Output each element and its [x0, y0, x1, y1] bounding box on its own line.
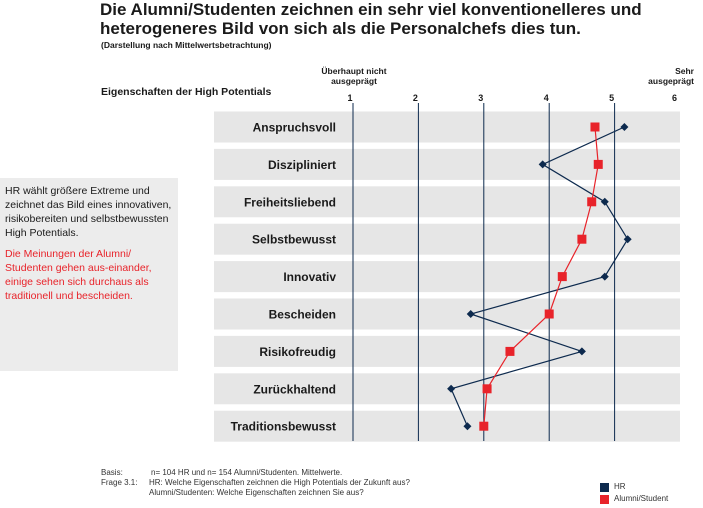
data-point-alumni	[505, 346, 515, 356]
category-label: Freiheitsliebend	[244, 195, 336, 209]
frage-key: Frage 3.1:	[101, 478, 138, 487]
x-tick-label: 5	[609, 93, 614, 103]
category-label: Selbstbewusst	[252, 233, 336, 247]
axis-high-label: Sehr ausgeprägt	[648, 66, 694, 86]
chart-subtitle: (Darstellung nach Mittelwertsbetrachtung…	[101, 40, 272, 50]
x-tick-label: 6	[672, 93, 677, 103]
category-label: Bescheiden	[269, 308, 336, 322]
category-label: Traditionsbewusst	[231, 420, 336, 434]
x-tick-label: 3	[478, 93, 483, 103]
category-band	[214, 373, 680, 405]
data-point-alumni	[590, 122, 600, 132]
legend-item-hr: HR	[600, 481, 668, 493]
legend-label-alumni: Alumni/Student	[614, 494, 669, 503]
data-point-hr	[623, 235, 632, 244]
category-bands	[214, 111, 680, 442]
series-group	[447, 122, 632, 431]
data-point-alumni	[482, 384, 492, 394]
data-point-alumni	[577, 234, 587, 244]
legend-label-hr: HR	[614, 482, 626, 491]
footer: Basis: n= 104 HR und n= 154 Alumni/Stude…	[101, 468, 410, 498]
data-point-alumni	[479, 421, 489, 431]
x-tick-label: 1	[347, 93, 352, 103]
data-point-hr	[466, 310, 475, 318]
data-point-alumni	[544, 309, 554, 319]
category-label: Risikofreudig	[259, 345, 336, 359]
category-label: Diszipliniert	[268, 158, 336, 172]
data-point-hr	[577, 347, 586, 356]
x-tick-labels: 1 2 3 4 5 6	[347, 93, 677, 103]
category-label: Anspruchsvoll	[253, 121, 336, 135]
category-band	[214, 298, 680, 330]
callout-alumni-text: Die Meinungen der Alumni/ Studenten gehe…	[5, 248, 152, 302]
category-label: Zurückhaltend	[253, 382, 336, 396]
category-band	[214, 223, 680, 255]
legend-item-alumni: Alumni/Student	[600, 493, 668, 505]
basis-key: Basis:	[101, 468, 123, 477]
frage-alumni: Alumni/Studenten: Welche Eigenschaften z…	[149, 488, 364, 497]
data-point-hr	[463, 422, 472, 431]
frage-hr: HR: Welche Eigenschaften zeichnen die Hi…	[149, 478, 410, 487]
data-point-hr	[600, 197, 609, 206]
callout-box: HR wählt größere Extreme und zeichnet da…	[0, 178, 178, 371]
category-labels: Anspruchsvoll Diszipliniert Freiheitsliebe…	[231, 121, 337, 434]
data-point-hr	[538, 160, 547, 169]
legend-swatch-alumni	[600, 494, 609, 504]
callout-hr-text: HR wählt größere Extreme und zeichnet da…	[5, 185, 172, 239]
data-point-alumni	[587, 197, 597, 207]
category-label: Innovativ	[283, 270, 336, 284]
x-tick-label: 4	[544, 93, 549, 103]
legend: HR Alumni/Student	[600, 481, 668, 505]
legend-swatch-hr	[600, 482, 609, 492]
data-point-hr	[620, 123, 629, 131]
properties-label: Eigenschaften der High Potentials	[101, 86, 272, 98]
x-tick-label: 2	[413, 93, 418, 103]
chart-title: Die Alumni/Studenten zeichnen ein sehr v…	[100, 0, 642, 38]
axis-low-label: Überhaupt nicht ausgeprägt	[321, 66, 387, 86]
data-point-hr	[447, 384, 456, 393]
data-point-alumni	[557, 272, 567, 282]
data-point-hr	[600, 272, 609, 281]
data-point-alumni	[593, 159, 603, 169]
basis-value: n= 104 HR und n= 154 Alumni/Studenten. M…	[151, 468, 343, 477]
category-band	[214, 410, 680, 442]
category-band	[214, 335, 680, 367]
